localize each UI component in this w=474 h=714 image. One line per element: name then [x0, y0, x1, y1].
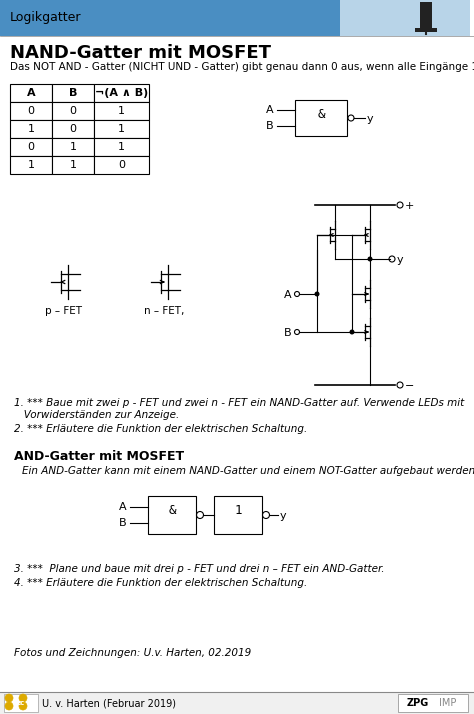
Text: ¬(A ∧ B): ¬(A ∧ B)	[95, 88, 148, 98]
Text: 1: 1	[27, 124, 35, 134]
Bar	[340, 0, 470, 36]
Text: A: A	[284, 290, 292, 300]
Text: 1: 1	[70, 160, 76, 170]
Text: B: B	[119, 518, 127, 528]
Text: NAND-Gatter mit MOSFET: NAND-Gatter mit MOSFET	[10, 44, 271, 62]
Text: +: +	[405, 201, 414, 211]
Bar	[52, 138, 94, 156]
Circle shape	[315, 291, 319, 296]
Text: p – FET: p – FET	[46, 306, 82, 316]
Bar	[214, 496, 262, 534]
Text: Vorwiderständen zur Anzeige.: Vorwiderständen zur Anzeige.	[14, 410, 179, 420]
Text: B: B	[266, 121, 274, 131]
Text: ZPG: ZPG	[407, 698, 429, 708]
Text: 2. *** Erläutere die Funktion der elektrischen Schaltung.: 2. *** Erläutere die Funktion der elektr…	[14, 424, 307, 434]
Circle shape	[5, 694, 13, 702]
Bar	[10, 138, 52, 156]
Text: y: y	[367, 114, 374, 124]
Bar	[415, 28, 437, 32]
Bar	[10, 102, 52, 120]
Bar	[10, 84, 52, 102]
Bar	[94, 120, 149, 138]
Text: y: y	[397, 255, 404, 265]
Text: Fotos und Zeichnungen: U.v. Harten, 02.2019: Fotos und Zeichnungen: U.v. Harten, 02.2…	[14, 648, 251, 658]
Text: −: −	[405, 381, 414, 391]
Text: Das NOT AND - Gatter (NICHT UND - Gatter) gibt genau dann 0 aus, wenn alle Eingä: Das NOT AND - Gatter (NICHT UND - Gatter…	[10, 62, 474, 72]
Text: &: &	[168, 505, 176, 518]
Text: 1: 1	[234, 505, 242, 518]
Text: cc: cc	[17, 700, 25, 706]
Text: 1. *** Baue mit zwei p - FET und zwei n - FET ein NAND-Gatter auf. Verwende LEDs: 1. *** Baue mit zwei p - FET und zwei n …	[14, 398, 464, 408]
Circle shape	[367, 256, 373, 261]
Bar	[10, 156, 52, 174]
Bar	[398, 694, 468, 712]
Text: 4. *** Erläutere die Funktion der elektrischen Schaltung.: 4. *** Erläutere die Funktion der elektr…	[14, 578, 307, 588]
Bar	[295, 100, 347, 136]
Text: IMP: IMP	[439, 698, 456, 708]
Text: B: B	[69, 88, 77, 98]
Text: n – FET,: n – FET,	[144, 306, 184, 316]
Text: AND-Gatter mit MOSFET: AND-Gatter mit MOSFET	[14, 450, 184, 463]
Text: 0: 0	[70, 124, 76, 134]
Bar	[148, 496, 196, 534]
Circle shape	[19, 694, 27, 702]
Bar	[52, 120, 94, 138]
Bar	[0, 0, 340, 36]
Text: &: &	[317, 108, 325, 121]
Text: 0: 0	[27, 106, 35, 116]
Bar	[94, 156, 149, 174]
Bar	[52, 156, 94, 174]
Bar	[52, 102, 94, 120]
Circle shape	[19, 702, 27, 710]
Text: A: A	[119, 502, 127, 512]
Bar	[420, 2, 432, 32]
Text: B: B	[284, 328, 292, 338]
Text: Logikgatter: Logikgatter	[10, 11, 82, 24]
Circle shape	[5, 702, 13, 710]
Text: y: y	[280, 511, 287, 521]
Bar	[4, 694, 38, 712]
Text: 1: 1	[27, 160, 35, 170]
Circle shape	[349, 329, 355, 334]
Text: 0: 0	[118, 160, 125, 170]
Text: 1: 1	[70, 142, 76, 152]
Bar	[94, 138, 149, 156]
Text: A: A	[27, 88, 35, 98]
Text: A: A	[266, 105, 274, 115]
Text: 1: 1	[118, 106, 125, 116]
Text: U. v. Harten (Februar 2019): U. v. Harten (Februar 2019)	[42, 698, 176, 708]
Bar	[94, 102, 149, 120]
Bar	[10, 120, 52, 138]
Text: 3. ***  Plane und baue mit drei p - FET und drei n – FET ein AND-Gatter.: 3. *** Plane und baue mit drei p - FET u…	[14, 564, 384, 574]
Text: 1: 1	[118, 142, 125, 152]
Text: 0: 0	[70, 106, 76, 116]
Text: 0: 0	[27, 142, 35, 152]
Bar	[0, 692, 474, 714]
Text: 1: 1	[118, 124, 125, 134]
Bar	[94, 84, 149, 102]
Bar	[52, 84, 94, 102]
Text: Ein AND-Gatter kann mit einem NAND-Gatter und einem NOT-Gatter aufgebaut werden.: Ein AND-Gatter kann mit einem NAND-Gatte…	[22, 466, 474, 476]
